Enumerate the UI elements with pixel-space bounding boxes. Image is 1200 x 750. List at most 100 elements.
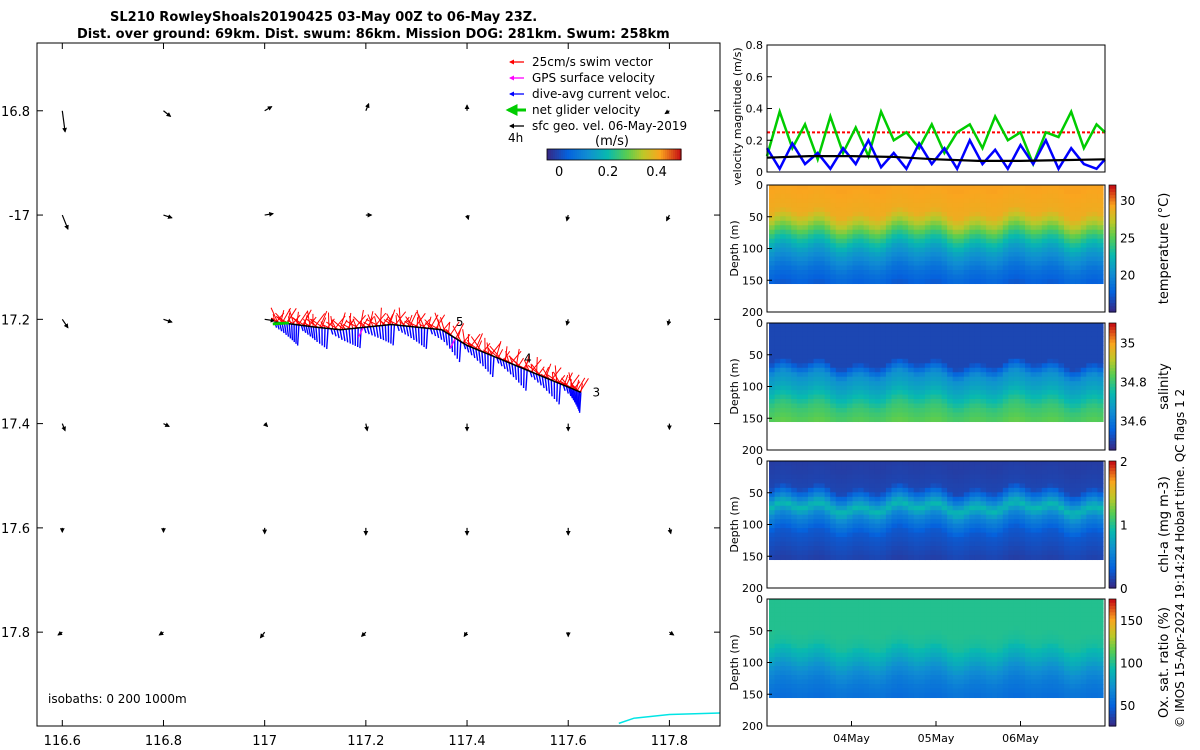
heatmap-cell — [986, 256, 993, 262]
heatmap-cell — [885, 207, 893, 213]
heatmap-cell — [902, 354, 909, 360]
heatmap-cell — [841, 381, 848, 387]
heatmap-cell — [769, 487, 776, 493]
heatmap-cell — [1013, 483, 1021, 489]
heatmap-cell — [796, 492, 803, 498]
heatmap-cell — [785, 465, 792, 471]
heatmap-cell — [1041, 408, 1048, 414]
heatmap-cell — [1019, 363, 1026, 369]
heatmap-cell — [1047, 247, 1054, 253]
heatmap-cell — [947, 461, 954, 467]
heatmap-cell — [1086, 505, 1093, 511]
heatmap-cell — [1097, 412, 1104, 418]
heatmap-cell — [813, 474, 820, 480]
heatmap-cell — [1025, 278, 1032, 285]
heatmap-cell — [774, 207, 781, 213]
map-content: 543 — [57, 102, 721, 725]
current-vector — [396, 324, 400, 332]
heatmap-cell — [941, 554, 948, 561]
heatmap-cell — [1058, 354, 1065, 360]
heatmap-cell — [874, 265, 881, 271]
heatmap-cell — [997, 243, 1004, 249]
heatmap-cell — [1030, 528, 1037, 534]
heatmap-cell — [769, 603, 776, 609]
heatmap-cell — [969, 238, 976, 244]
heatmap-cell — [1036, 225, 1043, 231]
heatmap-cell — [1097, 390, 1104, 396]
heatmap-cell — [997, 403, 1004, 409]
heatmap-cell — [796, 358, 803, 364]
heatmap-cell — [774, 652, 781, 658]
heatmap-cell — [919, 492, 926, 498]
colorbar-cell — [547, 149, 550, 160]
heatmap-cell — [863, 225, 870, 231]
heatmap-cell — [936, 193, 943, 200]
heatmap-cell — [947, 256, 954, 262]
heatmap-cell — [846, 648, 854, 654]
heatmap-cell — [974, 225, 982, 231]
heatmap-cell — [841, 376, 848, 382]
heatmap-cell — [1036, 465, 1043, 471]
heatmap-cell — [936, 514, 943, 520]
heatmap-cell — [913, 461, 920, 467]
heatmap-cell — [991, 278, 998, 285]
heatmap-cell — [974, 510, 982, 516]
heatmap-cell — [852, 354, 859, 360]
heatmap-cell — [1013, 336, 1021, 342]
heatmap-cell — [885, 505, 893, 511]
heatmap-cell — [858, 247, 865, 253]
heatmap-cell — [1052, 461, 1060, 467]
heatmap-cell — [1041, 336, 1048, 342]
current-vector — [375, 325, 379, 338]
heatmap-cell — [885, 256, 893, 262]
heatmap-cell — [1013, 523, 1021, 529]
current-vector — [399, 325, 404, 333]
heatmap-cell — [1008, 394, 1015, 400]
heatmap-cell — [885, 408, 893, 414]
heatmap-cell — [974, 216, 982, 222]
heatmap-cell — [991, 193, 998, 200]
heatmap-cell — [830, 510, 837, 516]
heatmap-cell — [1047, 465, 1054, 471]
heatmap-cell — [1036, 336, 1043, 342]
heatmap-cell — [785, 390, 792, 396]
heatmap-cell — [863, 367, 870, 373]
heatmap-cell — [796, 616, 803, 622]
map-frame — [36, 42, 721, 727]
heatmap-cell — [958, 220, 965, 226]
heatmap-cell — [1019, 327, 1026, 333]
heatmap-cell — [1064, 403, 1071, 409]
current-vector — [390, 324, 393, 344]
heatmap-cell — [1080, 554, 1087, 561]
heatmap-cell — [863, 381, 870, 387]
heatmap-cell — [863, 483, 870, 489]
heatmap-cell — [791, 349, 798, 355]
heatmap-cell — [941, 505, 948, 511]
heatmap-cell — [913, 505, 920, 511]
heatmap-colorbar-cell — [1109, 427, 1116, 432]
heatmap-cell — [813, 625, 820, 631]
heatmap-cell — [1013, 185, 1021, 191]
current-vector — [307, 326, 312, 337]
heatmap-cell — [1041, 390, 1048, 396]
heatmap-cell — [819, 469, 826, 476]
heatmap-cell — [802, 523, 809, 529]
heatmap-cell — [863, 216, 870, 222]
swim-vector — [570, 382, 580, 392]
heatmap-cell — [830, 670, 837, 676]
heatmap-cell — [846, 461, 854, 467]
heatmap-cell — [986, 243, 993, 249]
colorbar-cell — [625, 149, 628, 160]
heatmap-cell — [1069, 331, 1076, 338]
heatmap-cell — [774, 630, 781, 636]
heatmap-cell — [1036, 256, 1043, 262]
swim-vector — [554, 365, 558, 383]
heatmap-cell — [980, 532, 987, 538]
heatmap-cell — [1025, 340, 1032, 346]
heatmap-cell — [1091, 546, 1099, 552]
heatmap-cell — [785, 243, 792, 249]
heatmap-cell — [974, 367, 982, 373]
heatmap-cell — [891, 519, 898, 525]
heatmap-cell — [791, 243, 798, 249]
heatmap-cell — [852, 336, 859, 342]
